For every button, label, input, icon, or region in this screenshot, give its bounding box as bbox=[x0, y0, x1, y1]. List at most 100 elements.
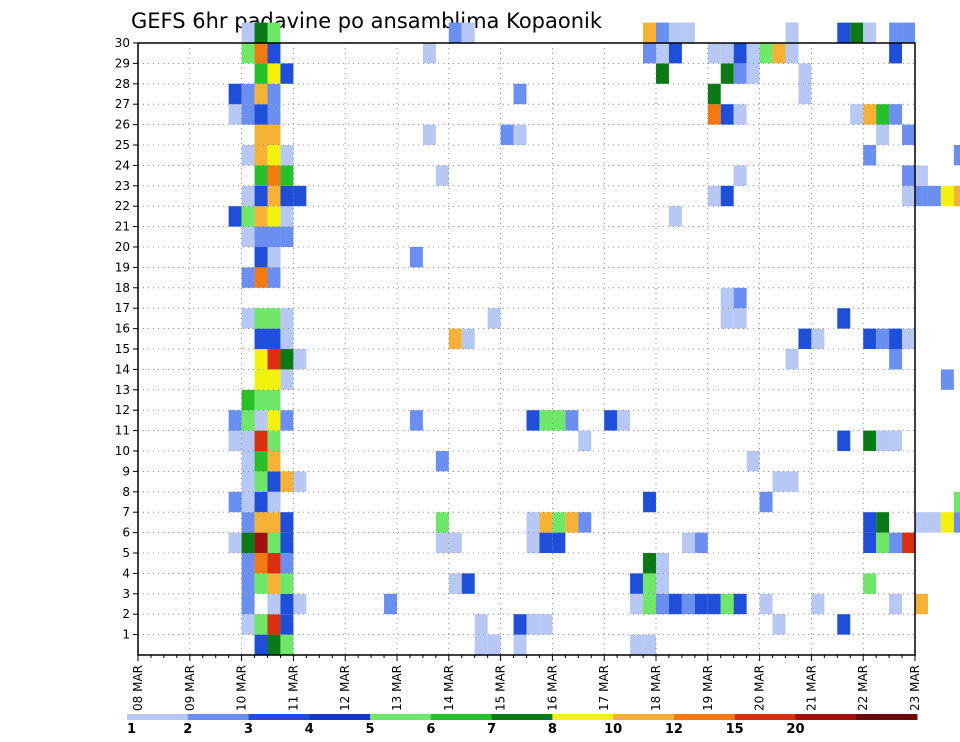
heatmap-cell bbox=[902, 22, 915, 43]
x-tick-label: 23 MAR bbox=[908, 665, 922, 711]
colorbar-segment bbox=[673, 714, 736, 720]
heatmap-cell bbox=[241, 491, 255, 513]
x-tick-label: 09 MAR bbox=[183, 665, 197, 711]
heatmap-cell bbox=[254, 349, 268, 370]
heatmap-cell bbox=[707, 104, 721, 125]
heatmap-cell bbox=[254, 430, 268, 451]
heatmap-cell bbox=[785, 43, 799, 64]
heatmap-cell bbox=[241, 308, 255, 329]
heatmap-cell bbox=[228, 104, 242, 125]
heatmap-cell bbox=[267, 471, 281, 492]
colorbar-label: 4 bbox=[305, 722, 314, 737]
heatmap-cell bbox=[500, 124, 514, 145]
heatmap-cell bbox=[863, 573, 877, 594]
heatmap-cell bbox=[668, 43, 682, 64]
heatmap-cell bbox=[889, 22, 903, 43]
heatmap-cell bbox=[241, 512, 255, 533]
heatmap-cell bbox=[526, 512, 540, 533]
heatmap-cell bbox=[902, 532, 915, 553]
heatmap-cell bbox=[643, 553, 656, 574]
heatmap-cell bbox=[267, 573, 281, 594]
heatmap-cell bbox=[254, 247, 268, 268]
heatmap-cell bbox=[280, 185, 294, 207]
heatmap-cell bbox=[630, 634, 644, 655]
heatmap-cell bbox=[643, 22, 656, 43]
heatmap-cell bbox=[241, 22, 255, 43]
y-tick-label: 11 bbox=[115, 424, 130, 438]
heatmap-cell bbox=[863, 104, 877, 125]
colorbar-label: 6 bbox=[426, 722, 435, 737]
heatmap-cell bbox=[254, 369, 268, 390]
y-tick-label: 7 bbox=[122, 505, 130, 519]
heatmap-cell bbox=[889, 593, 903, 615]
heatmap-cell bbox=[759, 593, 773, 615]
x-axis-ticks: 08 MAR 09 MAR 10 MAR 11 MAR 12 MAR 13 MAR 14 M… bbox=[131, 655, 922, 711]
heatmap-cell bbox=[280, 532, 294, 553]
colorbar-label: 15 bbox=[726, 722, 744, 737]
heatmap-cell bbox=[280, 471, 294, 492]
heatmap-cell bbox=[643, 43, 656, 64]
heatmap-cell bbox=[720, 43, 734, 64]
grid-lines bbox=[138, 42, 915, 655]
heatmap-cell bbox=[280, 369, 294, 390]
heatmap-cells bbox=[228, 22, 960, 655]
heatmap-cell bbox=[707, 83, 721, 105]
heatmap-cell bbox=[448, 573, 462, 594]
heatmap-cell bbox=[254, 63, 268, 84]
colorbar-legend: 1 2 3 4 5 6 7 8 10 12 15 20 bbox=[127, 714, 918, 737]
heatmap-cell bbox=[241, 389, 255, 411]
heatmap-cell bbox=[241, 206, 255, 227]
heatmap-cell bbox=[656, 22, 669, 43]
heatmap-cell bbox=[707, 185, 721, 207]
heatmap-cell bbox=[254, 471, 268, 492]
y-tick-label: 12 bbox=[115, 403, 130, 417]
y-tick-label: 2 bbox=[122, 607, 130, 621]
heatmap-cell bbox=[513, 634, 527, 655]
heatmap-cell bbox=[267, 593, 281, 615]
x-tick-label: 18 MAR bbox=[649, 665, 663, 711]
heatmap-cell bbox=[267, 124, 281, 145]
heatmap-cell bbox=[656, 553, 669, 574]
heatmap-cell bbox=[707, 593, 721, 615]
colorbar-segment bbox=[491, 714, 553, 720]
heatmap-cell bbox=[876, 430, 890, 451]
heatmap-cell bbox=[798, 63, 812, 84]
colorbar-label: 10 bbox=[604, 722, 622, 737]
heatmap-cell bbox=[668, 206, 682, 227]
heatmap-cell bbox=[254, 22, 268, 43]
heatmap-cell bbox=[746, 43, 760, 64]
heatmap-cell bbox=[811, 593, 825, 615]
heatmap-cell bbox=[241, 430, 255, 451]
heatmap-cell bbox=[267, 226, 281, 247]
heatmap-cell bbox=[940, 369, 954, 390]
heatmap-cell bbox=[267, 614, 281, 635]
y-tick-label: 29 bbox=[115, 56, 130, 70]
heatmap-cell bbox=[759, 43, 773, 64]
heatmap-cell bbox=[280, 410, 294, 431]
heatmap-cell bbox=[720, 308, 734, 329]
colorbar-label: 7 bbox=[487, 722, 496, 737]
heatmap-cell bbox=[953, 145, 960, 166]
colorbar-segment bbox=[187, 714, 250, 720]
colorbar-segment bbox=[370, 714, 432, 720]
heatmap-cell bbox=[267, 553, 281, 574]
heatmap-cell bbox=[422, 43, 436, 64]
heatmap-cell bbox=[889, 532, 903, 553]
heatmap-cell bbox=[267, 410, 281, 431]
heatmap-cell bbox=[280, 206, 294, 227]
heatmap-cell bbox=[953, 491, 960, 513]
heatmap-cell bbox=[526, 614, 540, 635]
heatmap-cell bbox=[837, 308, 851, 329]
heatmap-cell bbox=[435, 451, 449, 472]
x-tick-label: 20 MAR bbox=[753, 665, 767, 711]
heatmap-cell bbox=[293, 185, 307, 207]
heatmap-cell bbox=[267, 634, 281, 655]
heatmap-cell bbox=[772, 43, 786, 64]
heatmap-cell bbox=[267, 308, 281, 329]
heatmap-cell bbox=[254, 185, 268, 207]
heatmap-cell bbox=[280, 614, 294, 635]
heatmap-cell bbox=[254, 634, 268, 655]
heatmap-cell bbox=[565, 512, 579, 533]
heatmap-cell bbox=[902, 185, 915, 207]
heatmap-cell bbox=[643, 593, 656, 615]
